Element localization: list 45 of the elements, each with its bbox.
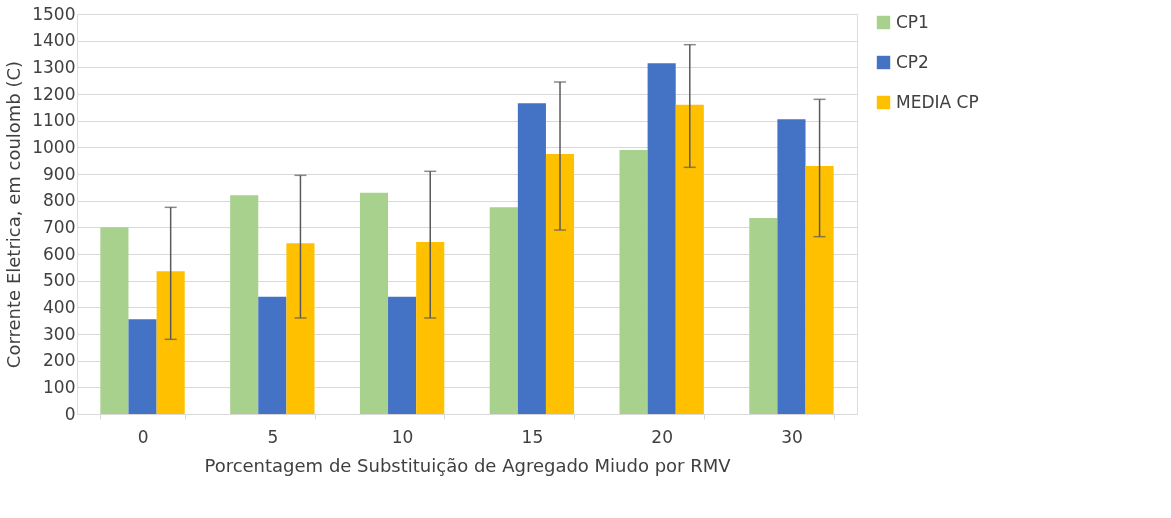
bar: [675, 104, 704, 414]
y-tick-label: 500: [43, 270, 76, 291]
y-tick-label: 0: [64, 403, 76, 424]
bar: [230, 195, 259, 414]
x-tick-label: 10: [391, 426, 414, 447]
bar: [258, 296, 287, 414]
bar: [388, 296, 417, 414]
bar: [100, 227, 129, 414]
y-tick-label: 300: [43, 323, 76, 344]
bar: [128, 319, 157, 414]
y-tick-label: 700: [43, 216, 76, 237]
bar: [517, 103, 546, 414]
y-tick-label: 600: [43, 243, 76, 264]
y-tick-label: 200: [43, 350, 76, 371]
legend-label: MEDIA CP: [896, 91, 979, 112]
y-tick-label: 1100: [32, 110, 76, 131]
bar: [619, 150, 648, 414]
x-tick-label: 0: [137, 426, 149, 447]
y-tick-label: 1400: [32, 30, 76, 51]
x-tick-label: 20: [651, 426, 673, 447]
bar: [749, 218, 778, 414]
bar: [416, 242, 445, 414]
y-tick-label: 100: [43, 376, 76, 397]
y-tick-label: 1300: [32, 56, 76, 77]
x-axis-title: Porcentagem de Substituição de Agregado Miudo por RMV: [204, 454, 732, 476]
bar: [777, 119, 806, 414]
bar: [286, 243, 315, 414]
legend-label: CP2: [896, 51, 929, 72]
bar: [359, 192, 389, 414]
y-tick-label: 400: [43, 296, 76, 317]
y-tick-label: 1200: [32, 83, 76, 104]
bar: [156, 271, 185, 414]
bar: [647, 63, 676, 414]
x-tick-label: 30: [781, 426, 803, 447]
y-tick-label: 1500: [32, 3, 76, 24]
bar: [545, 154, 575, 414]
x-tick-label: 5: [267, 426, 279, 447]
y-tick-label: 1000: [32, 136, 76, 157]
bar: [805, 166, 834, 414]
x-tick-label: 15: [521, 426, 544, 447]
y-tick-label: 900: [43, 163, 76, 184]
bar: [489, 207, 518, 414]
legend-label: CP1: [896, 11, 929, 32]
y-axis-title: Corrente Eletrica, em coulomb (C): [3, 60, 25, 369]
y-tick-label: 800: [43, 190, 76, 211]
